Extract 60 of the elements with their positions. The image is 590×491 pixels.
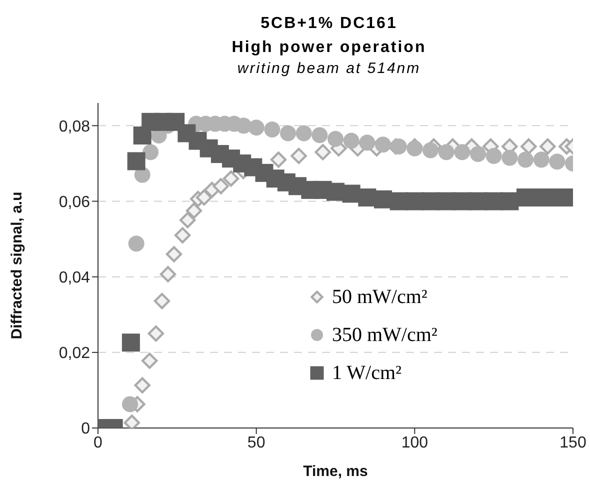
point	[236, 118, 252, 134]
chart-title: 5CB+1% DC161 High power operation	[230, 14, 428, 58]
x-tick-label: 0	[94, 434, 103, 452]
y-tick-label: 0,02	[58, 345, 90, 362]
point	[533, 152, 550, 168]
point	[186, 202, 202, 219]
point	[122, 396, 138, 412]
point	[314, 144, 331, 160]
point	[486, 148, 502, 164]
y-tick-label: 0,06	[58, 194, 90, 211]
point	[549, 154, 566, 170]
x-axis-title: Time, ms	[303, 463, 368, 480]
x-tick-label: 150	[560, 434, 586, 452]
point	[174, 227, 191, 244]
point	[502, 150, 518, 166]
point	[422, 142, 438, 158]
legend-label: 50 mW/cm²	[332, 286, 428, 308]
point	[148, 325, 164, 342]
point	[248, 120, 264, 136]
point	[166, 246, 182, 262]
point	[438, 144, 454, 160]
point	[160, 266, 176, 282]
point	[124, 414, 140, 428]
point	[128, 236, 144, 252]
chart-subtitle: writing beam at 514nm	[236, 60, 422, 77]
y-tick-label: 0	[81, 420, 90, 438]
point	[406, 140, 423, 156]
x-tick-label: 100	[401, 434, 428, 452]
point	[154, 292, 170, 310]
point	[222, 170, 240, 187]
point	[122, 334, 140, 352]
point	[540, 138, 556, 155]
point	[142, 352, 158, 369]
point	[142, 144, 159, 160]
point	[270, 152, 287, 168]
point	[375, 136, 391, 153]
legend-label: 350 mW/cm²	[332, 324, 438, 346]
y-axis-title: Diffracted signal, a.u	[8, 192, 26, 340]
point	[196, 189, 212, 206]
point	[454, 144, 470, 160]
legend-label: 1 W/cm²	[332, 362, 402, 384]
point	[280, 125, 296, 142]
point	[290, 148, 307, 164]
point	[520, 138, 537, 155]
y-tick-label: 0,04	[58, 270, 90, 287]
point	[180, 212, 196, 228]
x-tick-label: 50	[247, 434, 266, 452]
point	[470, 146, 486, 162]
point	[343, 132, 360, 149]
point	[328, 130, 344, 147]
point	[296, 125, 312, 142]
point	[518, 152, 534, 168]
point	[312, 127, 328, 144]
point	[390, 138, 407, 154]
y-tick-label: 0,08	[58, 118, 90, 136]
point	[134, 377, 150, 394]
point	[359, 134, 376, 151]
point	[212, 178, 229, 194]
point	[264, 121, 280, 138]
point	[127, 152, 146, 170]
